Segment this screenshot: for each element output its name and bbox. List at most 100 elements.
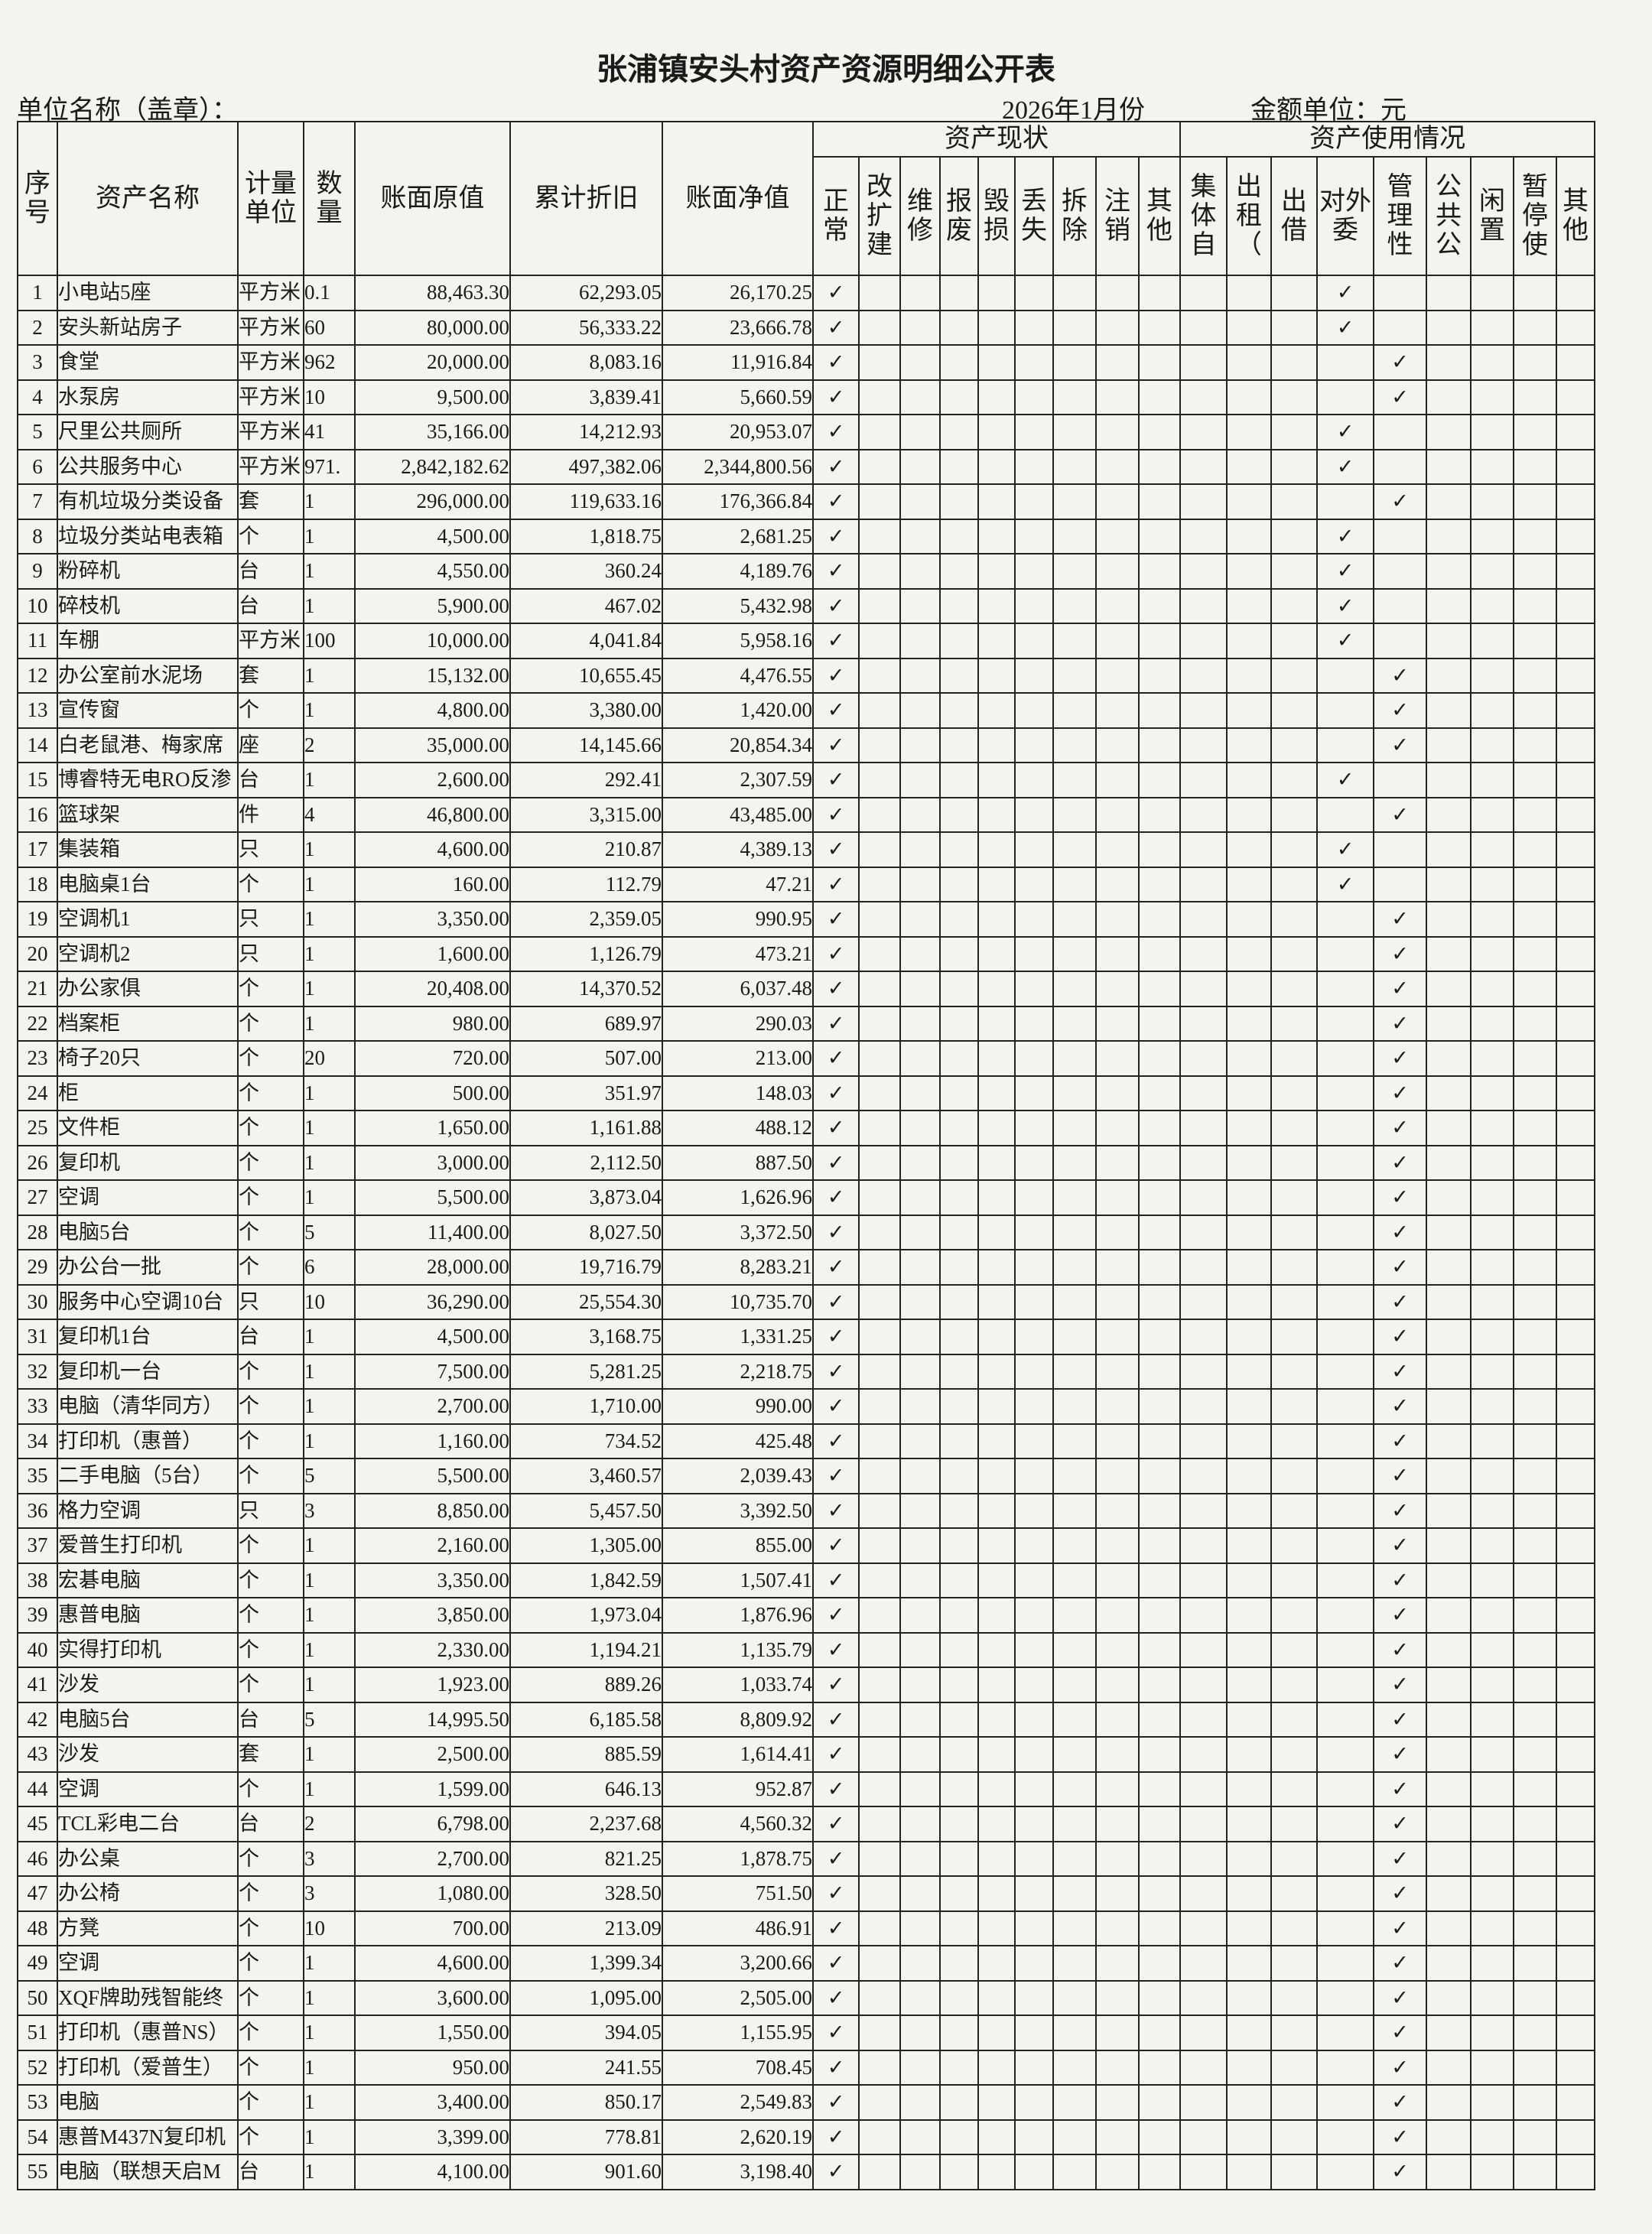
net-value: 3,198.40 [662,2154,814,2190]
unit: 个 [237,1840,304,1877]
check-cell [977,2084,1016,2121]
check-cell [1052,1875,1097,1912]
original-value: 2,160.00 [354,1527,511,1564]
check-cell [858,2154,901,2190]
check-cell [1014,901,1054,938]
check-cell [1373,553,1428,590]
unit: 平方米 [237,344,304,381]
unit: 个 [237,1527,304,1564]
check-cell [1426,866,1472,902]
check-cell [858,1945,901,1982]
check-cell [1179,2015,1228,2051]
net-value: 425.48 [662,1423,814,1459]
check-cell: ✓ [1373,483,1428,520]
row-number: 42 [17,1701,58,1738]
check-cell [899,1840,941,1877]
check-cell [1137,1736,1182,1773]
status-header: 毁损 [977,156,1016,276]
check-cell [1556,1945,1596,1982]
asset-name: 办公桌 [57,1840,239,1877]
check-cell [858,796,901,833]
check-cell [1014,2154,1054,2190]
check-cell [1179,587,1228,624]
check-cell [1095,1562,1140,1598]
row-number: 2 [17,309,58,346]
check-cell [858,448,901,485]
check-cell [1137,901,1182,938]
depreciation: 1,818.75 [509,518,663,554]
check-cell: ✓ [812,866,860,902]
check-cell [977,1005,1016,1042]
asset-name: 打印机（惠普NS） [57,2015,239,2051]
check-cell [858,553,901,590]
check-cell [1316,971,1375,1007]
check-cell [1470,1214,1515,1250]
row-number: 27 [17,1179,58,1216]
check-cell [1179,623,1228,659]
depreciation: 10,655.45 [509,657,663,694]
check-cell [1014,1353,1054,1390]
check-cell [1095,1214,1140,1250]
row-number: 4 [17,379,58,415]
check-cell [1470,796,1515,833]
usage-header: 对外委 [1316,156,1375,276]
depreciation: 1,710.00 [509,1388,663,1425]
check-cell [1513,2119,1558,2155]
check-cell [1052,309,1097,346]
check-cell [1137,1875,1182,1912]
unit: 只 [237,1283,304,1320]
original-value: 14,995.50 [354,1701,511,1738]
check-cell [1513,2154,1558,2190]
original-value: 9,500.00 [354,379,511,415]
check-cell [1270,1040,1319,1077]
check-cell [1179,1040,1228,1077]
check-cell: ✓ [812,2154,860,2190]
depreciation: 3,315.00 [509,796,663,833]
check-cell [1470,483,1515,520]
check-cell [1179,1423,1228,1459]
net-value: 1,331.25 [662,1319,814,1355]
check-cell [939,1075,979,1111]
table-row: 1 小电站5座 平方米 0.1 88,463.30 62,293.05 26,170.25 ✓… [17,275,1596,311]
net-value: 1,878.75 [662,1840,814,1877]
check-cell: ✓ [1373,796,1428,833]
column-header: 数量 [303,121,356,276]
quantity: 5 [303,1214,356,1250]
check-cell [1226,1319,1273,1355]
row-number: 32 [17,1353,58,1390]
quantity: 1 [303,553,356,590]
net-value: 990.95 [662,901,814,938]
check-cell [899,1179,941,1216]
check-cell [899,1701,941,1738]
original-value: 4,600.00 [354,1945,511,1982]
check-cell [1513,309,1558,346]
depreciation: 689.97 [509,1005,663,1042]
check-cell [899,1283,941,1320]
check-cell [1014,1075,1054,1111]
depreciation: 497,382.06 [509,448,663,485]
quantity: 4 [303,796,356,833]
check-cell [1226,275,1273,311]
check-cell [1226,587,1273,624]
check-cell [1226,448,1273,485]
check-cell [1014,448,1054,485]
check-cell [1426,1110,1472,1146]
check-cell: ✓ [1373,379,1428,415]
usage-header: 公共公 [1426,156,1472,276]
check-cell [899,1945,941,1982]
check-cell [1426,1806,1472,1842]
asset-name: 篮球架 [57,796,239,833]
check-cell [1179,1179,1228,1216]
original-value: 5,900.00 [354,587,511,624]
check-cell [1014,1840,1054,1877]
check-cell: ✓ [812,901,860,938]
check-cell [977,2119,1016,2155]
check-cell [1014,1527,1054,1564]
check-cell: ✓ [812,1040,860,1077]
asset-name: 复印机 [57,1144,239,1181]
unit: 个 [237,1631,304,1668]
check-cell [1426,971,1472,1007]
check-cell [1226,1458,1273,1494]
check-cell [1470,935,1515,972]
check-cell [858,309,901,346]
